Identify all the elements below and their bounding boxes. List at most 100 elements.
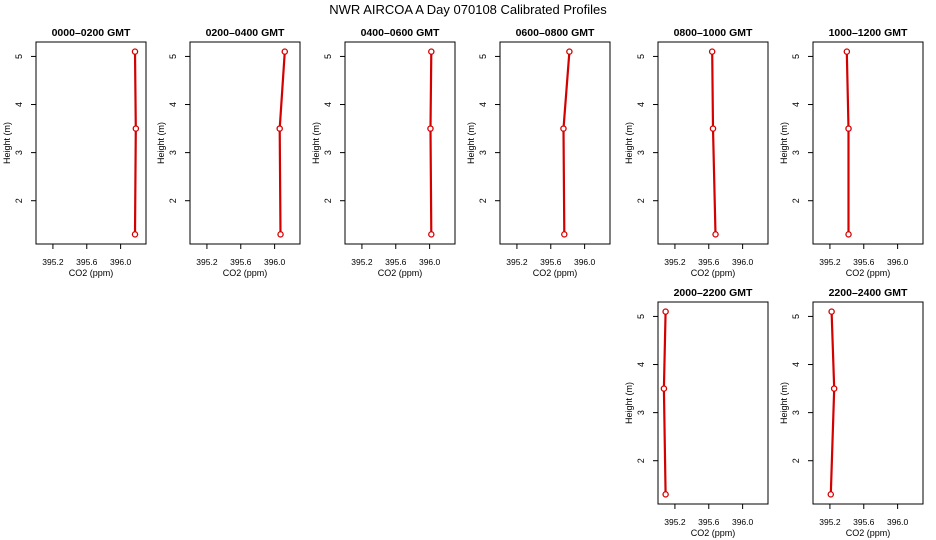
y-axis-label: Height (m) — [779, 382, 789, 424]
data-point — [131, 231, 139, 238]
x-axis-label: CO2 (ppm) — [378, 268, 423, 278]
y-tick-label: 3 — [636, 410, 646, 415]
plot-frame — [812, 301, 924, 505]
profile-line — [429, 51, 433, 235]
y-tick-label: 4 — [14, 102, 24, 107]
x-tick-label: 395.6 — [230, 257, 252, 267]
x-tick-label: 396.0 — [110, 257, 132, 267]
y-tick-label: 4 — [323, 102, 333, 107]
profile-line — [662, 311, 667, 495]
x-tick-label: 395.6 — [698, 257, 720, 267]
y-tick-label: 5 — [168, 54, 178, 59]
x-tick-label: 395.2 — [819, 517, 841, 527]
panel-title: 1000–1200 GMT — [829, 27, 908, 39]
panel-title: 0400–0600 GMT — [361, 27, 440, 39]
data-point — [560, 125, 567, 132]
y-axis-label: Height (m) — [624, 382, 634, 424]
profile-line — [133, 51, 137, 235]
panel-title: 0600–0800 GMT — [516, 27, 595, 39]
y-axis-label: Height (m) — [624, 122, 634, 164]
x-tick-label: 396.0 — [887, 517, 909, 527]
panel-title: 2000–2200 GMT — [674, 287, 753, 299]
y-axis-label: Height (m) — [156, 122, 166, 164]
plot-frame — [189, 41, 301, 245]
x-axis-label: CO2 (ppm) — [533, 268, 578, 278]
data-point — [660, 385, 668, 392]
y-axis-label: Height (m) — [2, 122, 12, 164]
y-tick-label: 3 — [14, 150, 24, 155]
y-tick-label: 5 — [323, 54, 333, 59]
data-point — [709, 125, 717, 132]
x-tick-label: 395.2 — [664, 257, 686, 267]
data-point — [830, 385, 838, 392]
x-tick-label: 396.0 — [419, 257, 441, 267]
x-tick-label: 395.6 — [698, 517, 720, 527]
data-point — [428, 48, 435, 55]
data-point — [277, 231, 284, 238]
profile-line — [711, 51, 717, 235]
data-point — [845, 231, 852, 238]
x-axis-label: CO2 (ppm) — [846, 528, 891, 538]
x-axis-label: CO2 (ppm) — [223, 268, 268, 278]
plot-frame — [344, 41, 456, 245]
plot-frame — [657, 301, 769, 505]
x-axis-label: CO2 (ppm) — [691, 268, 736, 278]
data-point — [132, 125, 140, 132]
y-axis-label: Height (m) — [466, 122, 476, 164]
y-tick-label: 5 — [478, 54, 488, 59]
y-tick-label: 2 — [14, 198, 24, 203]
profile-line — [845, 51, 850, 235]
x-tick-label: 395.6 — [385, 257, 407, 267]
data-point — [828, 308, 835, 315]
y-tick-label: 4 — [636, 102, 646, 107]
plot-frame — [657, 41, 769, 245]
data-point — [843, 48, 851, 55]
x-tick-label: 395.2 — [664, 517, 686, 527]
x-tick-label: 395.6 — [853, 517, 875, 527]
data-point — [428, 231, 435, 238]
y-tick-label: 4 — [478, 102, 488, 107]
profile-line — [829, 311, 836, 495]
y-tick-label: 5 — [636, 54, 646, 59]
data-point — [276, 125, 283, 132]
data-point — [708, 48, 716, 55]
x-tick-label: 395.2 — [42, 257, 64, 267]
data-point — [712, 231, 719, 238]
profile-line — [562, 51, 571, 235]
y-tick-label: 4 — [636, 362, 646, 367]
data-point — [561, 231, 568, 238]
data-point — [281, 48, 289, 55]
data-point — [131, 48, 139, 55]
x-tick-label: 396.0 — [574, 257, 596, 267]
x-tick-label: 395.6 — [853, 257, 875, 267]
x-tick-label: 395.2 — [196, 257, 218, 267]
y-tick-label: 3 — [636, 150, 646, 155]
profile-line — [278, 51, 286, 235]
plot-frame — [499, 41, 611, 245]
y-tick-label: 4 — [168, 102, 178, 107]
y-tick-label: 3 — [791, 150, 801, 155]
x-axis-label: CO2 (ppm) — [69, 268, 114, 278]
x-tick-label: 395.2 — [506, 257, 528, 267]
y-tick-label: 3 — [323, 150, 333, 155]
y-tick-label: 3 — [791, 410, 801, 415]
x-tick-label: 395.6 — [76, 257, 98, 267]
data-point — [427, 125, 434, 132]
y-axis-label: Height (m) — [311, 122, 321, 164]
y-tick-label: 4 — [791, 362, 801, 367]
data-point — [662, 308, 669, 315]
y-tick-label: 3 — [168, 150, 178, 155]
plot-frame — [812, 41, 924, 245]
data-point — [827, 491, 835, 498]
plot-frame — [35, 41, 147, 245]
panel-title: 2200–2400 GMT — [829, 287, 908, 299]
x-axis-label: CO2 (ppm) — [846, 268, 891, 278]
data-point — [662, 491, 669, 498]
